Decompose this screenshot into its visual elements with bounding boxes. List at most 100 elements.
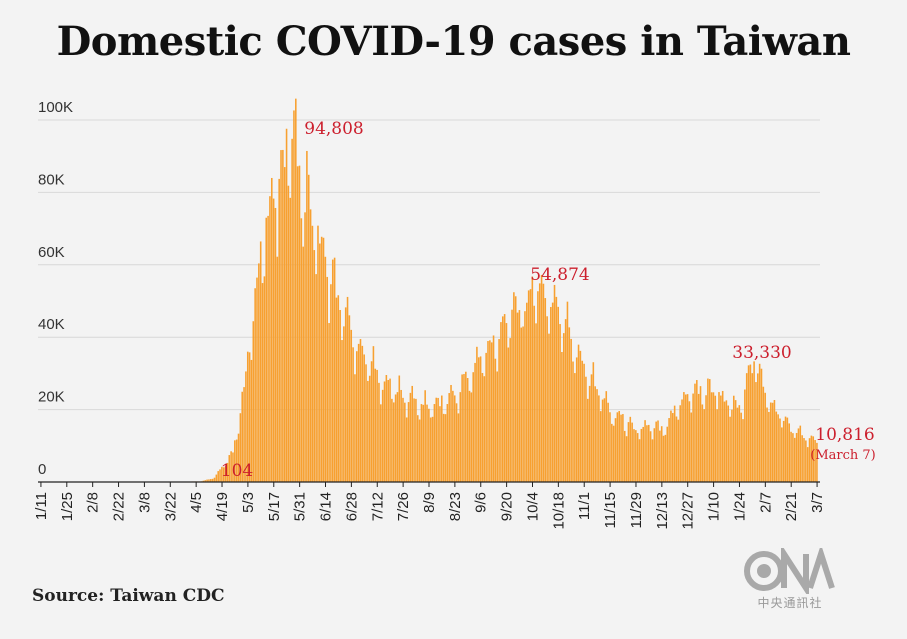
bar: [638, 439, 641, 482]
bar: [755, 382, 757, 482]
bar: [413, 398, 415, 482]
bar: [439, 406, 441, 482]
bar: [779, 418, 781, 482]
bar: [562, 333, 565, 482]
bar: [564, 319, 567, 482]
bar: [790, 431, 792, 482]
bar: [542, 283, 545, 482]
bar: [640, 428, 643, 482]
annotation-label: 104: [221, 461, 253, 481]
bar: [616, 412, 619, 482]
bar: [361, 345, 364, 482]
bar: [435, 397, 438, 482]
bar: [777, 414, 779, 482]
bar: [254, 288, 256, 482]
bar: [633, 429, 635, 482]
bar: [352, 347, 354, 482]
x-tick-label: 2/22: [111, 492, 128, 521]
x-tick-label: 2/7: [757, 492, 774, 513]
bar: [786, 417, 789, 482]
bar: [712, 392, 715, 482]
bar: [235, 439, 238, 482]
bar: [803, 438, 805, 482]
bar: [766, 407, 768, 482]
bar: [494, 358, 497, 482]
bar: [459, 392, 462, 482]
bar: [365, 364, 367, 482]
x-tick-label: 2/8: [85, 492, 102, 513]
bar: [509, 338, 511, 482]
bar: [350, 329, 353, 482]
bar: [553, 284, 556, 482]
bar: [398, 375, 401, 482]
bar: [635, 430, 637, 482]
bar: [725, 400, 728, 482]
bar: [234, 440, 236, 482]
source-note: Source: Taiwan CDC: [32, 586, 225, 606]
bar: [315, 274, 317, 482]
bar: [662, 435, 665, 482]
bar: [649, 431, 652, 482]
bar: [729, 416, 731, 482]
bar: [380, 404, 382, 482]
bar: [206, 479, 208, 482]
x-tick-label: 7/26: [395, 492, 412, 521]
bar: [252, 321, 255, 482]
bar: [747, 365, 750, 482]
bar: [647, 424, 650, 482]
x-tick-label: 1/25: [59, 492, 76, 521]
x-tick-label: 3/8: [136, 492, 153, 513]
bar: [477, 357, 480, 482]
bar: [282, 149, 284, 482]
bar: [239, 413, 242, 482]
bar: [703, 409, 705, 482]
bar: [306, 150, 308, 482]
bar: [333, 257, 336, 482]
bar: [601, 399, 604, 482]
bar: [699, 386, 702, 482]
x-tick-label: 8/23: [447, 492, 464, 521]
bar: [498, 339, 500, 482]
bar: [405, 417, 408, 482]
bar: [782, 420, 785, 482]
bar: [243, 387, 245, 482]
bar: [559, 324, 561, 482]
bar: [781, 427, 783, 482]
bar: [516, 312, 519, 482]
bar: [679, 405, 681, 482]
bar: [522, 326, 524, 482]
bar: [267, 215, 269, 482]
bar: [274, 207, 277, 482]
bar: [744, 389, 746, 482]
bar: [455, 403, 458, 482]
bar: [278, 178, 280, 482]
bar: [620, 414, 622, 482]
x-tick-label: 4/5: [188, 492, 205, 513]
bar: [550, 307, 552, 482]
bar: [392, 402, 395, 482]
bar: [500, 322, 502, 482]
x-tick-label: 9/20: [499, 492, 516, 521]
bar: [585, 376, 587, 482]
x-tick-label: 9/6: [473, 492, 490, 513]
bar: [302, 246, 304, 482]
bar: [409, 392, 412, 482]
bar: [322, 237, 325, 482]
bar: [418, 419, 421, 482]
bar: [723, 401, 726, 482]
bar: [531, 276, 534, 482]
bar: [271, 177, 273, 482]
x-tick-label: 3/7: [809, 492, 826, 513]
bar: [557, 306, 559, 482]
bar: [276, 256, 279, 482]
x-tick-label: 2/21: [783, 492, 800, 521]
bar: [710, 392, 713, 482]
x-tick-label: 12/13: [654, 492, 671, 530]
bar: [258, 263, 260, 482]
bar: [503, 314, 506, 482]
bar: [651, 439, 654, 482]
x-tick-label: 11/1: [576, 492, 593, 520]
bar: [261, 283, 264, 482]
bar: [623, 430, 626, 482]
bar: [736, 407, 739, 482]
